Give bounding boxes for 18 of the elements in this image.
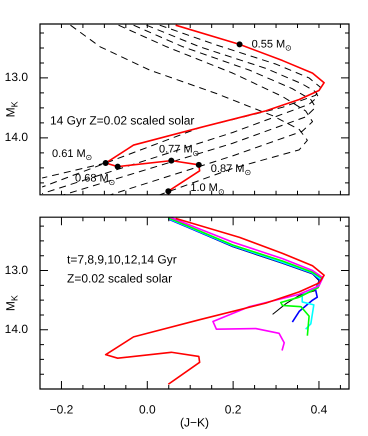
annotation: 0.61 M⊙ [52, 148, 93, 162]
annotation: 0.55 M⊙ [252, 38, 292, 53]
y-axis-title: MK [3, 295, 20, 312]
x-tick-label: 0.0 [138, 402, 156, 417]
annotation: t=7,8,9,10,12,14 Gyr [67, 252, 177, 267]
y-tick-label: 14.0 [4, 130, 28, 144]
annotation: 1.0 M⊙ [190, 182, 225, 196]
annotation: Z=0.02 scaled solar [67, 272, 172, 286]
annotation: 14 Gyr Z=0.02 scaled solar [50, 113, 194, 128]
y-tick-label: 13.0 [4, 262, 28, 277]
annotation: 0.77 M⊙ [159, 144, 200, 158]
y-tick-label: 14.0 [4, 322, 28, 336]
y-axis-title: MK [3, 101, 20, 118]
x-tick-label: 0.2 [224, 402, 242, 417]
x-tick-label: 0.4 [310, 402, 328, 417]
x-axis-title: (J−K) [180, 415, 210, 430]
y-tick-label: 13.0 [4, 70, 28, 84]
x-tick-label: −0.2 [50, 402, 74, 417]
